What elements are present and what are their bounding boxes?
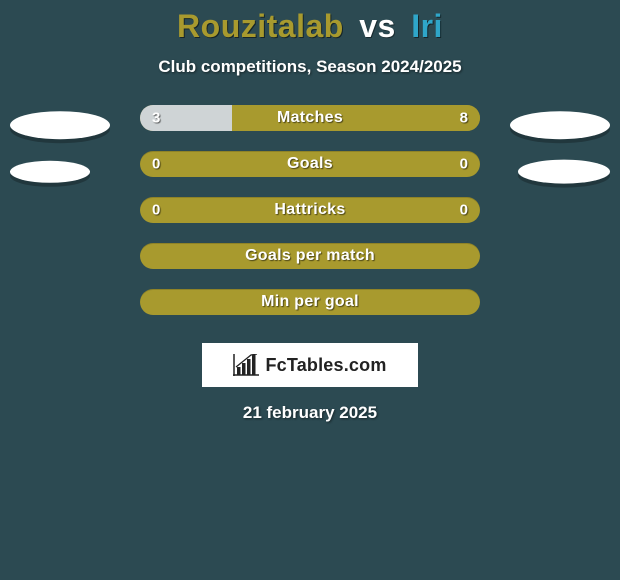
stat-row: 00Hattricks (0, 197, 620, 243)
team-badge-right (518, 160, 610, 184)
stat-row: Min per goal (0, 289, 620, 335)
title-player2: Iri (411, 8, 443, 44)
title-vs: vs (359, 8, 396, 44)
stat-rows: 38Matches 00Goals 00Hattricks Goals per mat… (0, 105, 620, 335)
logo-box: FcTables.com (202, 343, 418, 387)
stat-label: Hattricks (140, 201, 480, 219)
stat-label: Goals per match (140, 247, 480, 265)
stat-label: Matches (140, 109, 480, 127)
stat-label: Min per goal (140, 293, 480, 311)
stat-bar: Goals per match (140, 243, 480, 269)
team-badge-left (10, 111, 110, 139)
stat-bar: 00Hattricks (140, 197, 480, 223)
bar-chart-icon (233, 354, 259, 376)
date-text: 21 february 2025 (0, 403, 620, 423)
team-badge-right (510, 111, 610, 139)
subtitle: Club competitions, Season 2024/2025 (0, 57, 620, 77)
title-player1: Rouzitalab (177, 8, 344, 44)
stat-bar: 38Matches (140, 105, 480, 131)
stat-row: Goals per match (0, 243, 620, 289)
stat-row: 00Goals (0, 151, 620, 197)
stat-bar: 00Goals (140, 151, 480, 177)
stat-bar: Min per goal (140, 289, 480, 315)
logo-text: FcTables.com (265, 355, 386, 376)
stat-row: 38Matches (0, 105, 620, 151)
comparison-infographic: Rouzitalab vs Iri Club competitions, Sea… (0, 0, 620, 580)
stat-label: Goals (140, 155, 480, 173)
page-title: Rouzitalab vs Iri (0, 8, 620, 45)
team-badge-left (10, 161, 90, 183)
